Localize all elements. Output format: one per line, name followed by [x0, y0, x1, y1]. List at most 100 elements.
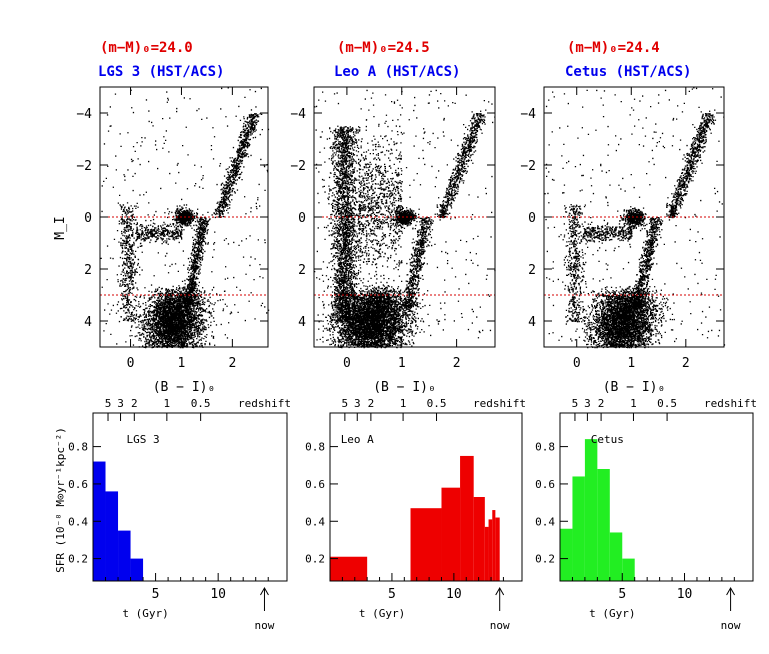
y-tick-label: 0 — [84, 211, 92, 226]
x-tick-label: 2 — [228, 356, 236, 371]
y-tick-label: −2 — [520, 159, 536, 174]
y-tick-label: −2 — [290, 159, 306, 174]
x-tick-label: 1 — [398, 356, 406, 371]
cmd-panel-lgs3: 0 1 2 −4 −2 0 2 4 (B − I)₀ — [76, 86, 270, 395]
distance-modulus-lgs3: (m−M)₀=24.0 — [100, 40, 193, 56]
galaxy-title-lgs3: LGS 3 (HST/ACS) — [98, 64, 224, 80]
redshift-tick-label: 2 — [598, 397, 605, 410]
plot-frame — [92, 412, 288, 582]
x-tick-label: 0 — [343, 356, 351, 371]
x-axis-label: (B − I)₀ — [153, 380, 216, 395]
y-tick-label: 0.6 — [305, 478, 325, 491]
y-tick-label: 2 — [298, 263, 306, 278]
sfr-bar — [330, 556, 368, 581]
x-tick-label: 2 — [682, 356, 690, 371]
sfr-bar — [460, 455, 474, 581]
redshift-tick-label: 0.5 — [191, 397, 211, 410]
redshift-axis-label: redshift — [704, 397, 757, 410]
y-tick-label: 0.4 — [68, 515, 88, 528]
x-tick-label: 5 — [388, 587, 396, 602]
galaxy-title-leoa: Leo A (HST/ACS) — [334, 64, 460, 80]
y-tick-label: 4 — [528, 315, 536, 330]
sfr-bar — [584, 439, 598, 581]
redshift-tick-label: 2 — [131, 397, 138, 410]
y-tick-label: 2 — [84, 263, 92, 278]
now-arrow-head — [495, 586, 505, 596]
sfr-bar — [609, 532, 623, 581]
y-tick-label: −4 — [76, 107, 92, 122]
plot-frame — [329, 412, 523, 582]
star-points — [100, 87, 270, 349]
sfr-bar — [560, 528, 573, 581]
sfh-panel-title: Leo A — [341, 433, 374, 446]
sfr-bar — [495, 517, 500, 581]
y-tick-label: 2 — [528, 263, 536, 278]
sfh-panel-title: Cetus — [591, 433, 624, 446]
y-tick-label: 0.8 — [305, 441, 325, 454]
redshift-tick-label: 3 — [117, 397, 124, 410]
sfr-bar — [597, 469, 610, 581]
now-label: now — [721, 619, 741, 632]
galaxy-title-cetus: Cetus (HST/ACS) — [565, 64, 691, 80]
y-tick-label: 0.2 — [305, 553, 325, 566]
redshift-tick-label: 0.5 — [657, 397, 677, 410]
redshift-tick-label: 0.5 — [427, 397, 447, 410]
redshift-axis-label: redshift — [238, 397, 291, 410]
distance-modulus-cetus: (m−M)₀=24.4 — [567, 40, 660, 56]
redshift-tick-label: 5 — [342, 397, 349, 410]
now-arrow-head — [260, 586, 269, 596]
now-label: now — [490, 619, 510, 632]
star-points — [544, 87, 726, 349]
y-tick-label: 0.6 — [535, 478, 555, 491]
y-tick-label: 0 — [528, 211, 536, 226]
x-tick-label: 10 — [677, 587, 693, 602]
now-arrow-head — [726, 586, 736, 596]
x-tick-label: 2 — [453, 356, 461, 371]
x-tick-label: 5 — [618, 587, 626, 602]
y-tick-label: 0.2 — [535, 553, 555, 566]
y-tick-label: −4 — [520, 107, 536, 122]
sfr-bar — [130, 558, 144, 581]
y-tick-label: 0 — [298, 211, 306, 226]
sfr-bar — [441, 487, 461, 581]
redshift-tick-label: 2 — [368, 397, 375, 410]
sfr-bar — [118, 530, 131, 581]
y-tick-label: −2 — [76, 159, 92, 174]
sfr-bar — [484, 526, 489, 581]
x-tick-label: 0 — [573, 356, 581, 371]
cmd-headers: (m−M)₀=24.0 LGS 3 (HST/ACS) (m−M)₀=24.5 … — [98, 40, 691, 80]
star-points — [314, 89, 496, 349]
y-tick-label: 0.4 — [535, 515, 555, 528]
x-tick-label: 1 — [178, 356, 186, 371]
redshift-tick-label: 5 — [572, 397, 579, 410]
y-tick-label: 0.6 — [68, 478, 88, 491]
y-tick-label: 0.4 — [305, 515, 325, 528]
cmd-panel-cetus: 0 1 2 −4 −2 0 2 4 (B − I)₀ — [520, 86, 726, 395]
y-tick-label: 4 — [84, 315, 92, 330]
now-label: now — [255, 619, 275, 632]
y-tick-label: −4 — [290, 107, 306, 122]
x-axis-label: t (Gyr) — [359, 607, 405, 620]
redshift-tick-label: 3 — [584, 397, 591, 410]
y-tick-label: 0.8 — [68, 441, 88, 454]
x-tick-label: 5 — [152, 587, 160, 602]
x-tick-label: 1 — [627, 356, 635, 371]
x-tick-label: 10 — [210, 587, 226, 602]
redshift-axis-label: redshift — [473, 397, 526, 410]
x-axis-label: (B − I)₀ — [373, 380, 436, 395]
sfr-bar — [473, 497, 485, 581]
x-axis-label: (B − I)₀ — [603, 380, 666, 395]
sfr-bar — [488, 519, 493, 581]
sfh-ylabel: SFR (10⁻⁸ M⊙yr⁻¹kpc⁻²) — [54, 427, 67, 573]
x-axis-label: t (Gyr) — [589, 607, 635, 620]
redshift-tick-label: 1 — [400, 397, 407, 410]
redshift-tick-label: 5 — [105, 397, 112, 410]
sfr-bar — [410, 508, 442, 581]
sfr-bar — [572, 476, 585, 581]
redshift-tick-label: 1 — [164, 397, 171, 410]
y-tick-label: 0.2 — [68, 553, 88, 566]
